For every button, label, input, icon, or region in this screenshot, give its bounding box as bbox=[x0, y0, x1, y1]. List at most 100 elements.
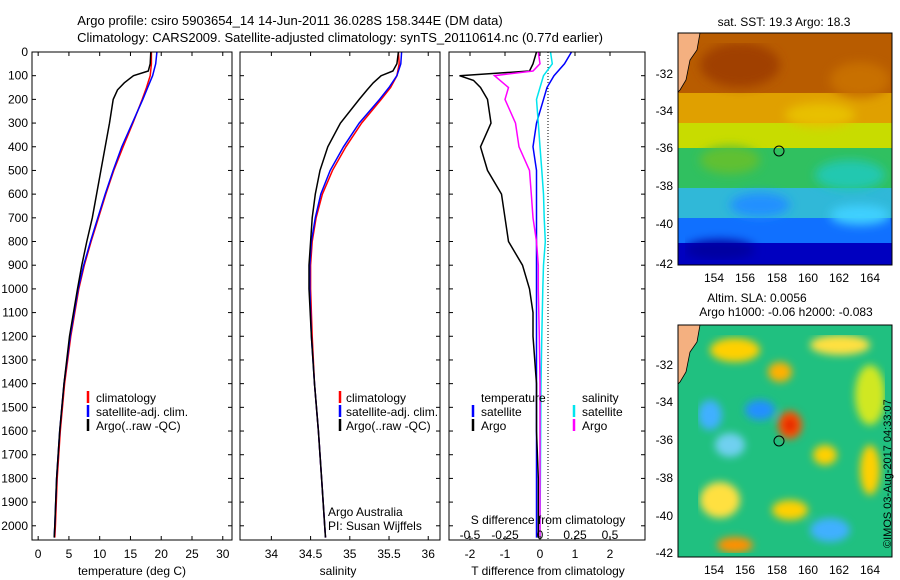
sst-map: sat. SST: 19.3 Argo: 18.3 - bbox=[656, 15, 893, 285]
legend-label-sal-satellite: satellite bbox=[582, 405, 623, 419]
series-line-climatology bbox=[309, 51, 400, 538]
sst-lat-tick: -36 bbox=[656, 141, 674, 155]
temperature-legend: climatology satellite-adj. clim. Argo(..… bbox=[86, 391, 188, 433]
sst-field bbox=[678, 33, 892, 265]
legend-label-climatology: climatology bbox=[96, 391, 156, 405]
depth-tick-label: 700 bbox=[8, 211, 28, 225]
difference-x-ticks-top: -0.5 -0.25 0 0.25 0.5 bbox=[460, 528, 619, 542]
depth-tick-label: 500 bbox=[8, 163, 28, 177]
x-tick-label: 34.5 bbox=[299, 547, 323, 561]
sla-map-title-1: Altim. SLA: 0.0056 bbox=[707, 291, 807, 305]
x-tick-label: 25 bbox=[185, 547, 199, 561]
depth-tick-label: 1600 bbox=[1, 424, 28, 438]
sla-map-title-2: Argo h1000: -0.06 h2000: -0.083 bbox=[699, 305, 873, 319]
temperature-x-label: temperature (deg C) bbox=[78, 564, 186, 578]
sla-lon-tick: 160 bbox=[798, 563, 818, 577]
argo-location-marker-sla bbox=[773, 435, 785, 447]
annotation-pi: PI: Susan Wijffels bbox=[328, 519, 422, 533]
x-tick-label-top: -0.25 bbox=[491, 528, 519, 542]
sla-lat-tick: -36 bbox=[656, 433, 674, 447]
series-line-climatology bbox=[54, 52, 153, 538]
depth-tick-label: 1800 bbox=[1, 471, 28, 485]
temperature-axes-frame bbox=[31, 51, 233, 541]
salinity-legend: climatology satellite-adj. clim. Argo(..… bbox=[338, 391, 438, 433]
x-tick-label: 34 bbox=[265, 547, 279, 561]
temperature-series-group bbox=[53, 51, 158, 538]
x-tick-label: 0 bbox=[537, 547, 544, 561]
sla-lat-tick: -32 bbox=[656, 358, 674, 372]
sst-lat-tick: -32 bbox=[656, 67, 674, 81]
depth-tick-label: 800 bbox=[8, 235, 28, 249]
sst-lat-tick: -38 bbox=[656, 179, 674, 193]
x-tick-label-top: 0.25 bbox=[563, 528, 587, 542]
sst-lat-tick: -42 bbox=[656, 257, 674, 271]
sla-lat-tick: -40 bbox=[656, 509, 674, 523]
depth-tick-label: 1400 bbox=[1, 377, 28, 391]
sla-lon-tick: 158 bbox=[767, 563, 787, 577]
title-line-1: Argo profile: csiro 5903654_14 14-Jun-20… bbox=[77, 13, 502, 28]
sst-lat-tick: -34 bbox=[656, 104, 674, 118]
series-line-argo-raw-qc- bbox=[53, 51, 152, 538]
difference-legend: temperature satellite Argo salinity sate… bbox=[471, 391, 623, 433]
depth-tick-label: 200 bbox=[8, 92, 28, 106]
sst-lon-tick: 162 bbox=[829, 271, 849, 285]
depth-tick-label: 1900 bbox=[1, 495, 28, 509]
salinity-x-label: salinity bbox=[320, 564, 357, 578]
depth-tick-label: 900 bbox=[8, 258, 28, 272]
x-tick-label: 35.5 bbox=[377, 547, 401, 561]
legend-label-argo: Argo(..raw -QC) bbox=[346, 419, 431, 433]
salinity-x-ticks: 34 34.5 35 35.5 36 bbox=[265, 52, 436, 561]
title-line-2: Climatology: CARS2009. Satellite-adjuste… bbox=[77, 30, 603, 45]
x-tick-label: 30 bbox=[216, 547, 230, 561]
salinity-panel: 34 34.5 35 35.5 36 salinity climatology sate… bbox=[239, 51, 441, 578]
s-difference-label: S difference from climatology bbox=[471, 513, 626, 527]
depth-tick-label: 1300 bbox=[1, 353, 28, 367]
depth-tick-label: 1000 bbox=[1, 282, 28, 296]
legend-heading-salinity: salinity bbox=[582, 391, 619, 405]
t-difference-label: T difference from climatology bbox=[471, 564, 625, 578]
x-tick-label: 1 bbox=[572, 547, 579, 561]
x-tick-label: 2 bbox=[607, 547, 614, 561]
depth-tick-label: 0 bbox=[21, 45, 28, 59]
sst-map-title: sat. SST: 19.3 Argo: 18.3 bbox=[718, 15, 851, 29]
series-line-satellite-adj-clim- bbox=[53, 51, 158, 538]
argo-location-marker-sst bbox=[773, 145, 785, 157]
series-line-satellite-adj-clim- bbox=[309, 51, 403, 538]
depth-tick-label: 300 bbox=[8, 116, 28, 130]
x-tick-label: 5 bbox=[66, 547, 73, 561]
depth-tick-label: 600 bbox=[8, 187, 28, 201]
legend-label-temp-argo: Argo bbox=[481, 419, 507, 433]
difference-panel: -2 -1 0 1 2 -0.5 -0.25 0 0.25 0.5 S difference f… bbox=[448, 51, 646, 578]
series-line-salinity-argo bbox=[492, 51, 541, 538]
depth-tick-label: 1700 bbox=[1, 448, 28, 462]
sst-lon-tick: 156 bbox=[735, 271, 755, 285]
depth-ticks: 0 100 200 300 400 500 600 700 800 900 1000 1100 1200… bbox=[1, 45, 645, 533]
sla-lon-tick: 154 bbox=[704, 563, 724, 577]
legend-label-climatology: climatology bbox=[346, 391, 406, 405]
sla-field bbox=[678, 325, 892, 557]
x-tick-label: 35 bbox=[343, 547, 357, 561]
sst-lon-tick: 164 bbox=[860, 271, 880, 285]
series-line-argo-raw-qc- bbox=[308, 51, 400, 538]
depth-tick-label: 1100 bbox=[2, 306, 28, 320]
sst-lon-tick: 158 bbox=[767, 271, 787, 285]
series-line-temperature-argo bbox=[459, 51, 540, 538]
temperature-x-ticks: 0 5 10 15 20 25 30 bbox=[35, 52, 230, 561]
legend-label-argo: Argo(..raw -QC) bbox=[96, 419, 181, 433]
legend-label-sal-argo: Argo bbox=[582, 419, 608, 433]
annotation-argo-australia: Argo Australia bbox=[328, 505, 403, 519]
depth-tick-label: 1500 bbox=[1, 400, 28, 414]
sla-lat-ticks: -32 -34 -36 -38 -40 -42 bbox=[656, 358, 674, 560]
x-tick-label-top: -0.5 bbox=[460, 528, 481, 542]
salinity-axes-frame bbox=[239, 51, 441, 541]
sst-lon-ticks: 154 156 158 160 162 164 bbox=[704, 271, 880, 285]
imos-credit: ©IMOS 03-Aug-2017 04:33:07 bbox=[882, 399, 894, 548]
x-tick-label: 15 bbox=[124, 547, 138, 561]
x-tick-label: 36 bbox=[422, 547, 436, 561]
x-tick-label-top: 0.5 bbox=[602, 528, 619, 542]
difference-x-ticks-bottom: -2 -1 0 1 2 bbox=[465, 52, 614, 561]
sst-lon-tick: 154 bbox=[704, 271, 724, 285]
legend-heading-temperature: temperature bbox=[481, 391, 546, 405]
sla-lon-ticks: 154 156 158 160 162 164 bbox=[704, 563, 880, 577]
